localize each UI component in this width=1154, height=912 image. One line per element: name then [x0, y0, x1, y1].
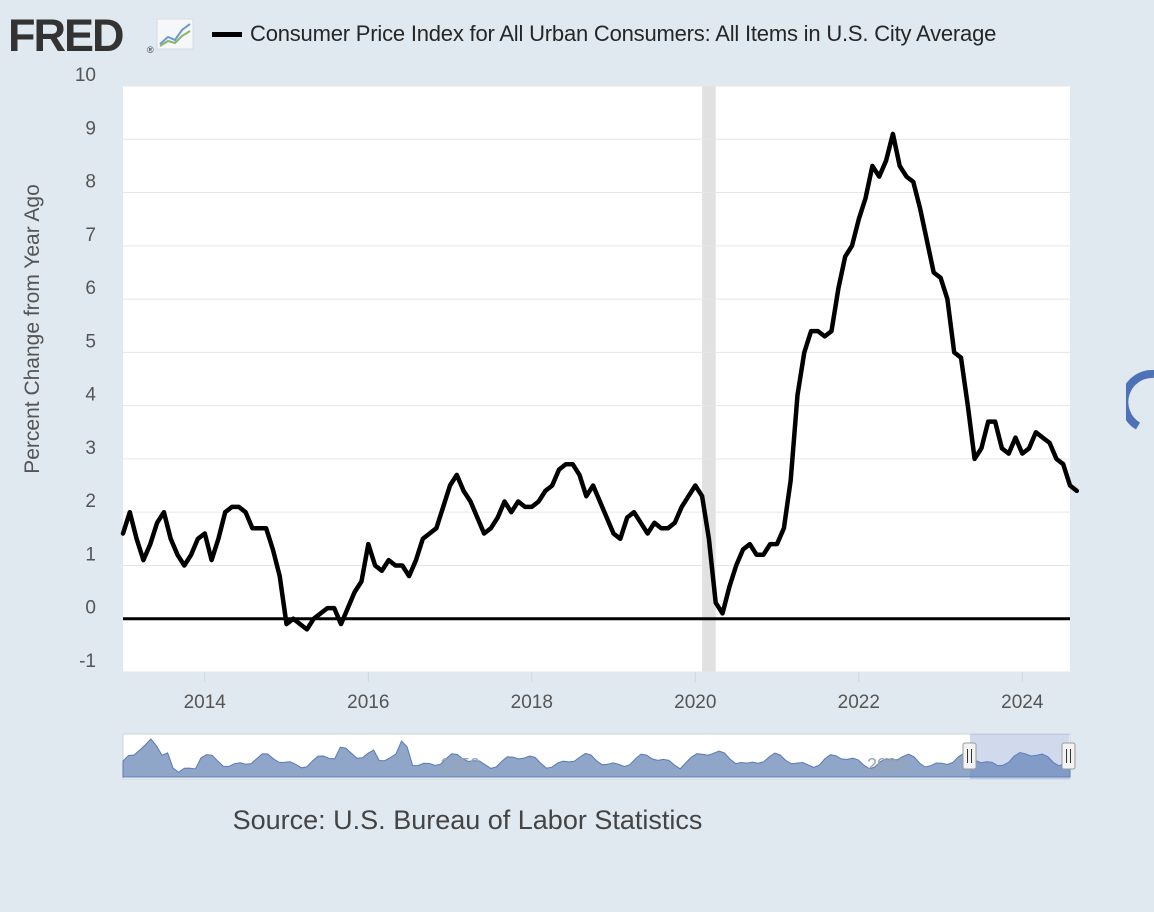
- y-tick-label: 6: [85, 278, 96, 299]
- y-tick-label: 10: [75, 65, 96, 86]
- cpi-series-line: [120, 131, 1080, 632]
- x-tick-label: 2022: [838, 692, 880, 713]
- registered-mark: ®: [147, 45, 154, 55]
- chart-legend[interactable]: Consumer Price Index for All Urban Consu…: [212, 16, 996, 52]
- legend-series-label: Consumer Price Index for All Urban Consu…: [250, 21, 997, 46]
- y-tick-label: 3: [85, 438, 96, 459]
- navigator-left-handle[interactable]: [962, 742, 977, 770]
- y-tick-label: -1: [79, 651, 96, 672]
- source-note: Source: U.S. Bureau of Labor Statistics: [232, 805, 703, 835]
- y-tick-label: 7: [85, 225, 96, 246]
- loading-spinner-icon: [1126, 370, 1154, 430]
- plot-background: [123, 86, 1070, 672]
- x-tick-label: 2014: [184, 692, 227, 713]
- y-tick-label: 9: [85, 118, 96, 139]
- y-tick-label: 0: [85, 598, 96, 619]
- y-tick-label: 2: [85, 491, 96, 512]
- x-tick-label: 2024: [1001, 692, 1044, 713]
- y-tick-label: 4: [85, 385, 96, 406]
- x-axis-ticks: 2014 2016 2018 2020 2022 2024: [184, 672, 1044, 713]
- x-tick-label: 2020: [674, 692, 716, 713]
- range-navigator[interactable]: 1950 2000: [122, 733, 1076, 780]
- y-tick-label: 1: [85, 544, 96, 565]
- navigator-right-handle[interactable]: [1061, 742, 1076, 770]
- x-tick-label: 2016: [347, 692, 389, 713]
- fred-logo[interactable]: FRED ®: [6, 8, 206, 58]
- navigator-label-2000: 2000: [867, 755, 907, 775]
- y-tick-label: 5: [85, 331, 96, 352]
- gridlines: [123, 85, 1070, 673]
- navigator-label-1950: 1950: [440, 755, 480, 775]
- y-tick-label: 8: [85, 172, 96, 193]
- legend-series-swatch: [212, 31, 242, 37]
- navigator-series-area: [122, 738, 1071, 778]
- line-graph-icon: [156, 18, 194, 50]
- fred-logo-text: FRED: [8, 10, 123, 58]
- x-tick-label: 2018: [511, 692, 553, 713]
- y-axis-label: Percent Change from Year Ago: [21, 184, 44, 474]
- chart-header: FRED ® Consumer Price Index for All Urba…: [0, 0, 1154, 70]
- navigator-selection[interactable]: [970, 734, 1069, 779]
